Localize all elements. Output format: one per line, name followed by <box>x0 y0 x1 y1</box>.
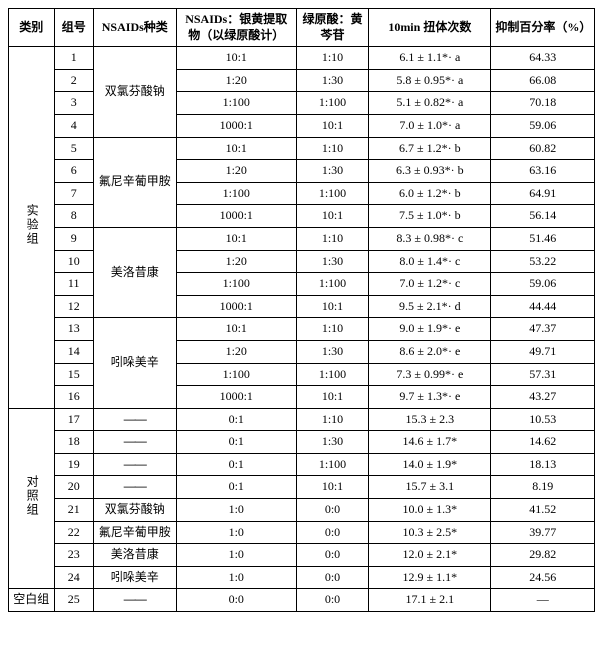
cell-r2: 1:10 <box>296 47 368 70</box>
cat-ctrl: 对照组 <box>9 408 55 589</box>
cell-kind: 美洛昔康 <box>93 227 176 317</box>
cell-kind: 双氯芬酸钠 <box>93 499 176 522</box>
table-row: 19 —— 0:11:100 14.0 ± 1.9*18.13 <box>9 453 595 476</box>
table-row: 实验组 1 双氯芬酸钠 10:1 1:10 6.1 ± 1.1*· a 64.3… <box>9 47 595 70</box>
table-row: 20 —— 0:110:1 15.7 ± 3.18.19 <box>9 476 595 499</box>
table-row: 22 氟尼辛葡甲胺 1:00:0 10.3 ± 2.5*39.77 <box>9 521 595 544</box>
cell-kind: 美洛昔康 <box>93 544 176 567</box>
table-row: 23 美洛昔康 1:00:0 12.0 ± 2.1*29.82 <box>9 544 595 567</box>
table-row: 对照组 17 —— 0:11:10 15.3 ± 2.310.53 <box>9 408 595 431</box>
table-row: 24 吲哚美辛 1:00:0 12.9 ± 1.1*24.56 <box>9 566 595 589</box>
cat-blank: 空白组 <box>9 589 55 612</box>
cell-kind: 双氯芬酸钠 <box>93 47 176 137</box>
header-row: 类别 组号 NSAIDs种类 NSAIDs：银黄提取物（以绿原酸计） 绿原酸：黄… <box>9 9 595 47</box>
h-category: 类别 <box>9 9 55 47</box>
cell-kind-dash: —— <box>93 408 176 431</box>
cell-kind: 吲哚美辛 <box>93 566 176 589</box>
cell-kind: 氟尼辛葡甲胺 <box>93 137 176 227</box>
h-group: 组号 <box>54 9 93 47</box>
h-percent: 抑制百分率（%） <box>491 9 595 47</box>
table-row: 9 美洛昔康 10:11:10 8.3 ± 0.98*· c51.46 <box>9 227 595 250</box>
table-row: 空白组 25 —— 0:00:0 17.1 ± 2.1— <box>9 589 595 612</box>
h-ratio2: 绿原酸：黄芩苷 <box>296 9 368 47</box>
cell-w: 6.1 ± 1.1*· a <box>369 47 491 70</box>
table-row: 5 氟尼辛葡甲胺 10:11:10 6.7 ± 1.2*· b60.82 <box>9 137 595 160</box>
cell-group: 1 <box>54 47 93 70</box>
cell-kind: 氟尼辛葡甲胺 <box>93 521 176 544</box>
h-kind: NSAIDs种类 <box>93 9 176 47</box>
table-row: 18 —— 0:11:30 14.6 ± 1.7*14.62 <box>9 431 595 454</box>
cat-exp: 实验组 <box>9 47 55 409</box>
h-ratio1: NSAIDs：银黄提取物（以绿原酸计） <box>176 9 296 47</box>
h-writhing: 10min 扭体次数 <box>369 9 491 47</box>
cell-kind: 吲哚美辛 <box>93 318 176 408</box>
cell-p: 64.33 <box>491 47 595 70</box>
table-row: 21 双氯芬酸钠 1:00:0 10.0 ± 1.3*41.52 <box>9 499 595 522</box>
cell-r1: 10:1 <box>176 47 296 70</box>
data-table: 类别 组号 NSAIDs种类 NSAIDs：银黄提取物（以绿原酸计） 绿原酸：黄… <box>8 8 595 612</box>
table-row: 13 吲哚美辛 10:11:10 9.0 ± 1.9*· e47.37 <box>9 318 595 341</box>
